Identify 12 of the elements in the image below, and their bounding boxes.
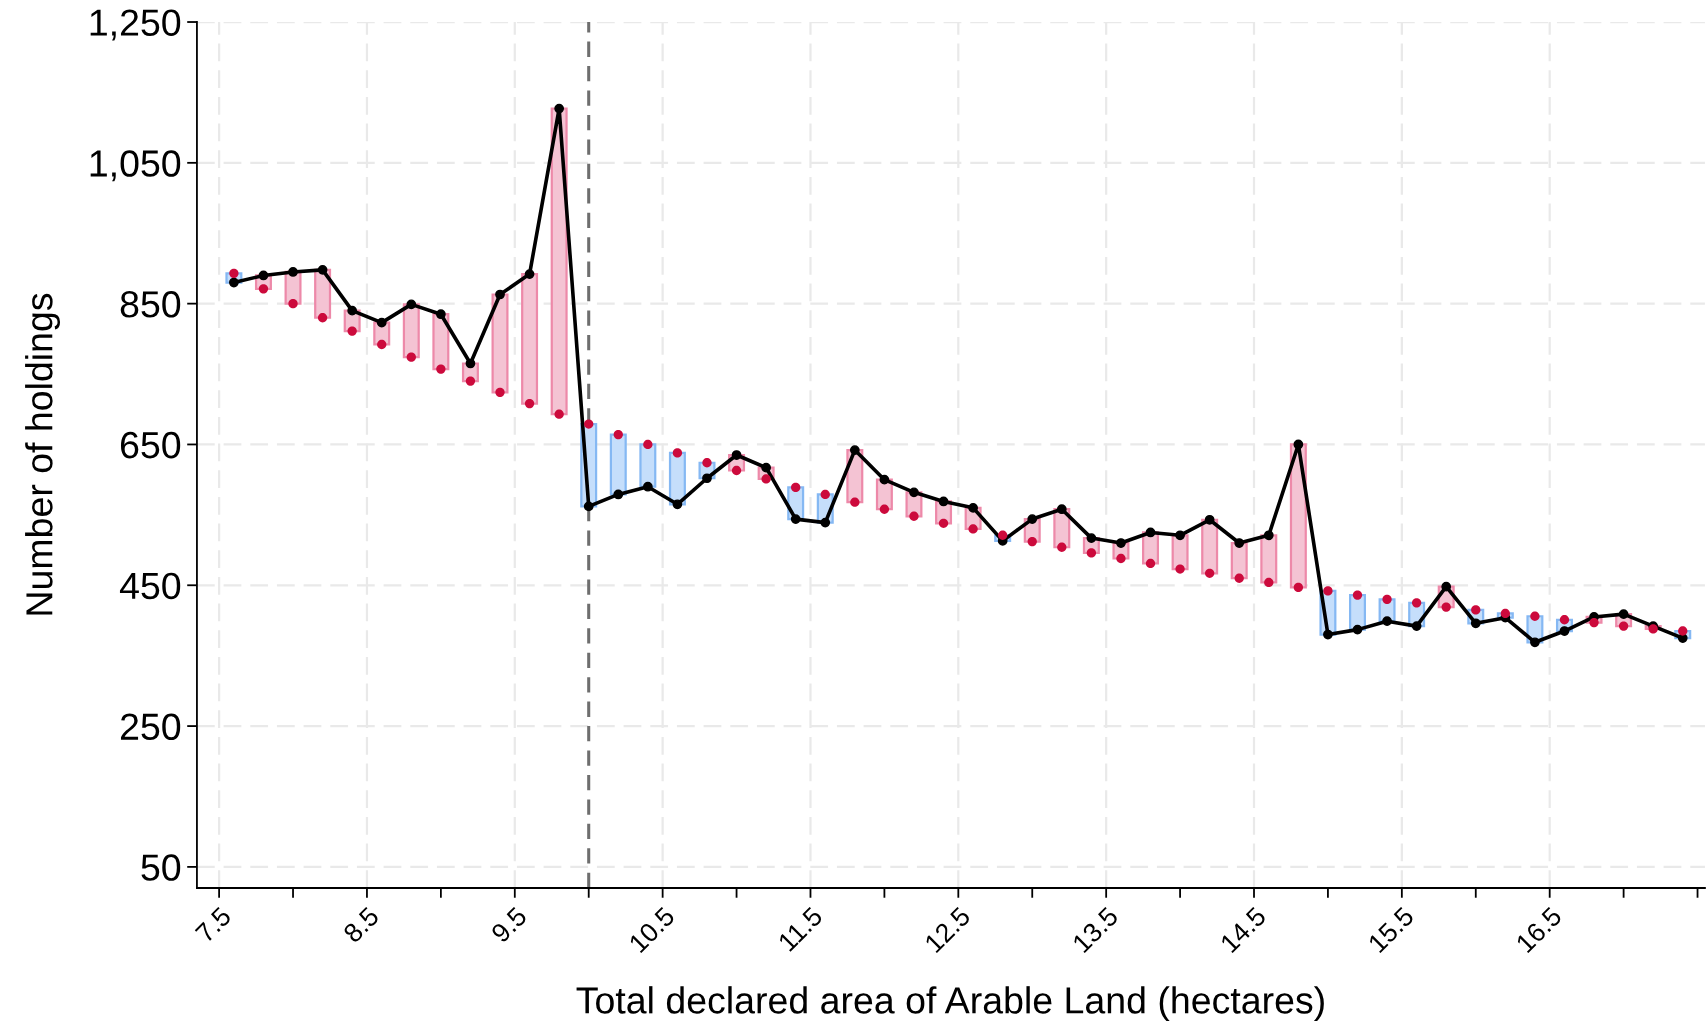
y-axis-title: Number of holdings <box>25 293 61 615</box>
x-axis-title: Total declared area of Arable Land (hectares) <box>576 986 1324 1022</box>
y-tick-label: 450 <box>119 572 181 600</box>
y-tick-label: 850 <box>120 291 181 318</box>
x-tick-label: 9.5 <box>490 905 528 944</box>
x-tick-label: 8.5 <box>342 905 380 944</box>
y-tick-label: 250 <box>120 713 181 741</box>
x-tick-label: 7.5 <box>194 906 233 944</box>
y-tick-label: 650 <box>121 431 181 459</box>
y-tick-label: 50 <box>141 854 181 881</box>
y-tick-label: 1,250 <box>90 9 181 41</box>
y-tick-label: 1,050 <box>90 150 181 182</box>
